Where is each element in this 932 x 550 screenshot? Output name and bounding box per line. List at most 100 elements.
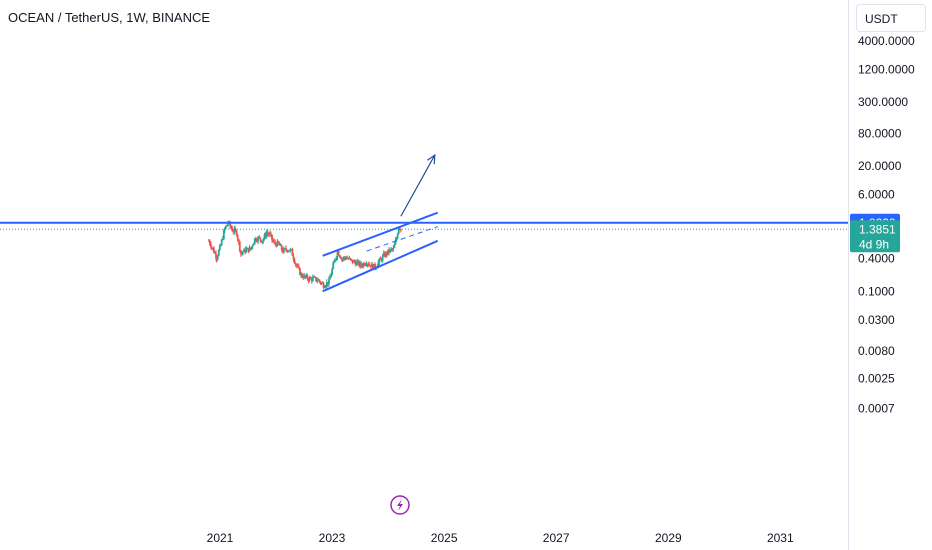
candle-body — [330, 274, 332, 278]
candle-body — [232, 231, 235, 233]
candle-body — [362, 263, 365, 267]
candle-body — [280, 245, 283, 250]
last-price-label: 1.3851 — [859, 222, 896, 236]
candle-body — [218, 245, 221, 251]
candle-body — [384, 252, 387, 257]
y-tick-label: 80.0000 — [858, 126, 902, 140]
candle-body — [370, 263, 373, 268]
candle-body — [211, 247, 214, 249]
candle-body — [328, 279, 330, 285]
candle-body — [363, 263, 366, 266]
channel-upper-line — [322, 211, 439, 257]
x-tick-label: 2029 — [655, 531, 682, 545]
candle-body — [303, 275, 306, 278]
y-tick-label: 6.0000 — [858, 188, 895, 202]
candle-body — [281, 249, 284, 253]
x-tick-label: 2027 — [543, 531, 570, 545]
candle-body — [247, 247, 250, 252]
candle-body — [273, 241, 276, 243]
candle-body — [339, 256, 342, 259]
candle-body — [282, 248, 285, 253]
candle-body — [297, 266, 300, 269]
candle-body — [291, 248, 294, 256]
candle-body — [295, 264, 298, 267]
candle-body — [334, 259, 337, 261]
candle-body — [312, 276, 315, 278]
candle-body — [287, 250, 290, 252]
candle-body — [296, 266, 299, 268]
candle-body — [337, 250, 340, 256]
y-tick-label: 4000.0000 — [858, 34, 915, 48]
candle-body — [309, 277, 312, 279]
x-tick-label: 2023 — [319, 531, 346, 545]
candle-body — [250, 246, 253, 250]
candle-body — [215, 258, 218, 260]
candle-body — [392, 247, 395, 250]
candle-body — [395, 238, 398, 241]
candle-body — [274, 242, 277, 245]
candle-body — [387, 249, 389, 255]
y-tick-label: 0.0300 — [858, 313, 895, 327]
candle-body — [340, 258, 343, 260]
candle-body — [267, 233, 270, 235]
x-tick-label: 2031 — [767, 531, 794, 545]
candle-body — [336, 250, 339, 257]
countdown-label: 4d 9h — [859, 237, 889, 251]
candle-body — [368, 264, 371, 266]
candle-body — [318, 279, 321, 282]
x-tick-label: 2021 — [207, 531, 234, 545]
candle-body — [221, 239, 224, 241]
candle-body — [348, 258, 351, 260]
candle-body — [333, 260, 336, 264]
candle-body — [214, 252, 216, 254]
candle-body — [338, 255, 341, 257]
candle-body — [285, 248, 287, 250]
candle-body — [353, 260, 356, 263]
candle-body — [248, 247, 251, 252]
candle-body — [378, 258, 381, 263]
candle-body — [306, 275, 309, 279]
candle-body — [347, 258, 350, 260]
candle-body — [379, 258, 382, 260]
candle-body — [369, 265, 372, 268]
y-tick-label: 0.0025 — [858, 372, 895, 386]
candle-body — [388, 249, 390, 253]
candle-body — [230, 226, 233, 229]
candle-body — [235, 230, 238, 236]
candle-body — [321, 282, 324, 284]
candle-body — [279, 245, 282, 247]
candle-body — [361, 265, 364, 267]
candle-body — [386, 252, 388, 255]
candle-body — [302, 276, 305, 278]
symbol-title: OCEAN / TetherUS, 1W, BINANCE — [8, 10, 211, 25]
y-tick-label: 0.4000 — [858, 252, 895, 266]
candle-body — [345, 257, 348, 259]
currency-button[interactable]: USDT — [856, 4, 926, 32]
candle-body — [293, 259, 296, 264]
candle-body — [275, 244, 278, 247]
candle-body — [352, 260, 355, 263]
candle-body — [276, 241, 279, 247]
candle-body — [344, 257, 346, 259]
y-tick-label: 0.0007 — [858, 402, 895, 416]
candle-body — [246, 247, 249, 249]
candle-body — [265, 232, 268, 237]
candle-body — [381, 255, 384, 261]
candle-body — [329, 277, 331, 280]
candle-body — [325, 282, 328, 286]
candle-body — [271, 234, 273, 240]
candle-body — [241, 252, 243, 254]
candle-body — [308, 277, 311, 281]
candle-body — [350, 259, 353, 261]
candle-body — [244, 249, 247, 253]
candle-body — [399, 229, 402, 231]
candle-body — [212, 248, 215, 253]
candle-body — [290, 248, 293, 250]
candle-body — [396, 233, 399, 239]
candle-body — [251, 245, 254, 247]
candle-body — [322, 283, 325, 288]
candle-body — [394, 240, 397, 245]
candle-body — [252, 243, 255, 246]
candle-body — [320, 282, 323, 284]
